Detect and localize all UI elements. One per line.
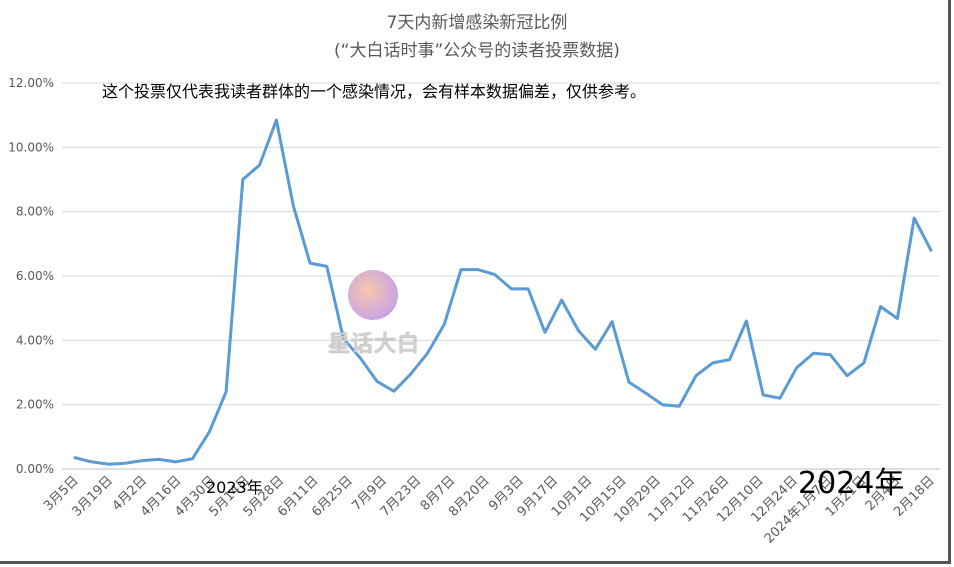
chart-title: 7天内新增感染新冠比例 (386, 13, 568, 33)
chart-subtitle: (“大白话时事”公众号的读者投票数据) (334, 41, 620, 61)
data-point (862, 361, 865, 364)
data-point (225, 390, 228, 393)
data-point (241, 178, 244, 181)
y-tick-label: 8.00% (16, 205, 54, 219)
data-point (543, 331, 546, 334)
data-point (258, 164, 261, 167)
data-point (812, 352, 815, 355)
data-point (90, 460, 93, 463)
data-point (778, 397, 781, 400)
watermark-text: 星话大白 (328, 332, 421, 357)
data-point (846, 374, 849, 377)
data-point (879, 305, 882, 308)
data-point (476, 268, 479, 271)
data-point (695, 374, 698, 377)
y-tick-label: 4.00% (16, 333, 54, 347)
data-point (208, 431, 211, 434)
data-point (896, 317, 899, 320)
data-point (930, 249, 933, 252)
data-point (174, 460, 177, 463)
data-point (141, 459, 144, 462)
data-point (275, 118, 278, 121)
data-point (308, 262, 311, 265)
data-point (913, 217, 916, 220)
data-point (460, 268, 463, 271)
data-point (594, 348, 597, 351)
y-tick-label: 0.00% (16, 462, 54, 476)
data-point (107, 463, 110, 466)
year-label-2024: 2024年 (798, 466, 905, 501)
data-point (661, 403, 664, 406)
data-point (627, 381, 630, 384)
data-point (795, 366, 798, 369)
data-point (510, 287, 513, 290)
data-point (577, 329, 580, 332)
data-point (728, 358, 731, 361)
data-point (292, 204, 295, 207)
watermark: 星话大白 (326, 268, 426, 358)
data-point (711, 361, 714, 364)
data-point (678, 405, 681, 408)
chart-annotation: 这个投票仅代表我读者群体的一个感染情况，会有样本数据偏差，仅供参考。 (102, 82, 647, 101)
data-point (157, 458, 160, 461)
data-point (829, 353, 832, 356)
data-point (527, 287, 530, 290)
y-tick-label: 6.00% (16, 269, 54, 283)
data-point (392, 390, 395, 393)
data-point (611, 320, 614, 323)
y-tick-label: 12.00% (8, 76, 54, 90)
data-point (443, 323, 446, 326)
y-tick-label: 2.00% (16, 398, 54, 412)
data-point (409, 373, 412, 376)
data-point (560, 299, 563, 302)
data-point (644, 392, 647, 395)
data-point (74, 456, 77, 459)
rabbit-icon (348, 270, 398, 320)
y-tick-label: 10.00% (8, 140, 54, 154)
data-point (493, 273, 496, 276)
data-point (191, 457, 194, 460)
data-point (376, 380, 379, 383)
year-label-2023: 2023年 (206, 478, 263, 497)
series-line (73, 118, 933, 466)
data-point (426, 352, 429, 355)
data-point (745, 320, 748, 323)
data-point (124, 462, 127, 465)
data-point (762, 394, 765, 397)
